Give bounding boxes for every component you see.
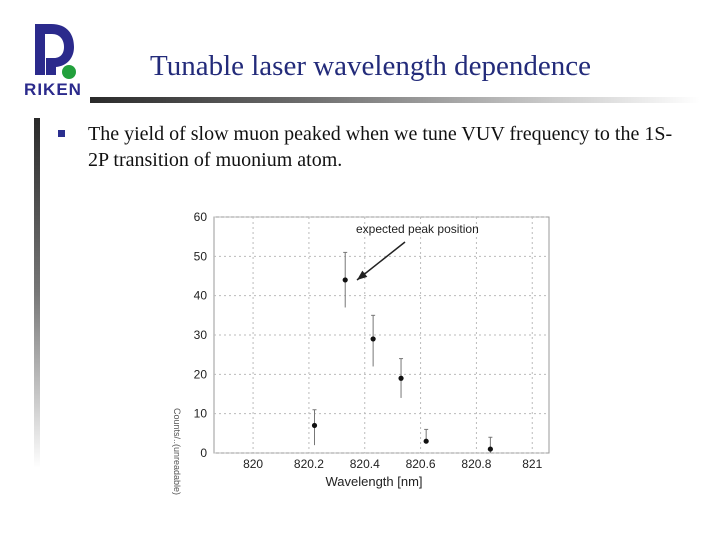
x-tick-label: 820.6 — [406, 457, 436, 471]
ticks-group: 820 820.2 820.4 820.6 820.8 821 0 10 20 30 40 50 60 — [194, 210, 543, 471]
data-point — [311, 422, 318, 429]
bullet-square-icon — [58, 130, 65, 137]
points-group — [311, 277, 493, 452]
x-tick-label: 820.2 — [294, 457, 324, 471]
bullet-text: The yield of slow muon peaked when we tu… — [88, 123, 673, 171]
data-point — [342, 277, 348, 283]
riken-logo — [35, 24, 76, 79]
y-tick-label: 30 — [194, 328, 208, 342]
data-point — [423, 438, 429, 444]
grid-group — [214, 216, 549, 454]
y-tick-label: 20 — [194, 367, 208, 381]
y-tick-label: 40 — [194, 289, 208, 303]
wavelength-chart: 820 820.2 820.4 820.6 820.8 8210102030405060 … — [172, 210, 550, 495]
x-tick-label: 820.4 — [350, 457, 380, 471]
title-divider — [90, 97, 700, 103]
x-axis-label: Wavelength [nm] — [325, 474, 422, 489]
annotation-arrowhead — [357, 270, 368, 280]
data-point — [370, 336, 376, 342]
annotation-group: expected peak position — [356, 222, 479, 281]
slide-title: Tunable laser wavelength dependence — [150, 50, 592, 82]
logo-wordmark: RIKEN — [24, 80, 82, 99]
x-tick-label: 820 — [243, 457, 263, 471]
x-tick-label: 821 — [522, 457, 542, 471]
error-bars-group — [312, 251, 493, 453]
y-tick-label: 50 — [194, 249, 208, 263]
y-tick-label: 10 — [194, 407, 208, 421]
y-tick-label: 0 — [200, 446, 207, 460]
y-axis-label: Counts/..(unreadable) — [172, 408, 182, 495]
annotation-arrow — [356, 241, 406, 281]
data-point — [398, 375, 404, 381]
left-divider — [34, 118, 40, 468]
data-point — [487, 446, 493, 452]
annotation-label: expected peak position — [356, 222, 479, 236]
y-tick-label: 60 — [194, 210, 208, 224]
x-tick-label: 820.8 — [461, 457, 491, 471]
